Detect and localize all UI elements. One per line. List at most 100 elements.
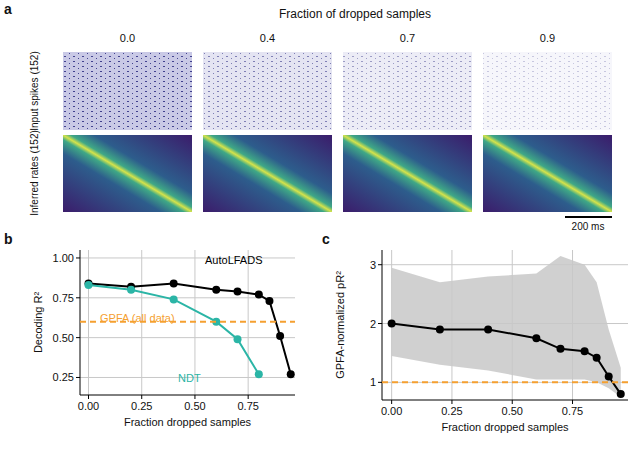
- x-axis: [382, 400, 628, 401]
- point: [85, 281, 93, 289]
- panel-title: Fraction of dropped samples: [279, 7, 431, 21]
- tick-label: 0.50: [53, 332, 74, 344]
- point: [484, 325, 492, 333]
- line: [89, 283, 291, 374]
- point: [255, 370, 263, 378]
- tick: [76, 377, 80, 378]
- point: [556, 345, 564, 353]
- grid-line: [88, 250, 89, 395]
- rates-image: [203, 135, 332, 212]
- band: [392, 256, 621, 397]
- tick: [76, 297, 80, 298]
- tick-label: 0.75: [53, 292, 74, 304]
- tick-label: 1: [370, 376, 376, 388]
- tick: [451, 400, 452, 404]
- column-label: 0.7: [400, 32, 415, 44]
- panel-label: c: [322, 231, 330, 247]
- tick: [391, 400, 392, 404]
- point: [532, 334, 540, 342]
- tick-label: 0.50: [502, 405, 523, 417]
- tick-label: 0.25: [53, 371, 74, 383]
- x-axis: [80, 395, 295, 396]
- tick-label: 0.50: [184, 400, 205, 412]
- point: [593, 354, 601, 362]
- tick: [88, 395, 89, 399]
- point: [581, 347, 589, 355]
- tick-label: 1.00: [53, 252, 74, 264]
- spike-raster-dots: [483, 52, 612, 130]
- series-label: NDT: [178, 372, 201, 384]
- figure: abcFraction of dropped samples0.00.40.70…: [0, 0, 640, 470]
- y-axis-label: Decoding R²: [32, 292, 44, 353]
- rates-image: [483, 135, 612, 212]
- tick-label: 0.75: [562, 405, 583, 417]
- x-axis-label: Fraction dropped samples: [441, 421, 569, 433]
- point: [265, 297, 273, 305]
- line: [382, 381, 628, 383]
- y-axis: [382, 250, 383, 400]
- grid-line: [80, 337, 295, 338]
- tick-label: 0.25: [441, 405, 462, 417]
- spike-raster-dots: [63, 52, 192, 130]
- y-axis-label: GPFA-normalized pR²: [334, 271, 346, 379]
- point: [617, 390, 625, 398]
- grid-line: [382, 264, 628, 265]
- tick: [76, 257, 80, 258]
- point: [276, 332, 284, 340]
- tick: [248, 395, 249, 399]
- row-label: Inferred rates (152): [29, 130, 40, 216]
- point: [170, 295, 178, 303]
- point: [255, 291, 263, 299]
- tick: [512, 400, 513, 404]
- scale-bar: [565, 216, 612, 218]
- panel-label: b: [4, 231, 13, 247]
- tick: [572, 400, 573, 404]
- chart: 0.25 0.50 0.75 1.00 0.00 0.25 0.50 0.75 AutoLFAD…: [32, 250, 295, 428]
- rates-image: [63, 135, 192, 212]
- tick: [378, 264, 382, 265]
- chart: 1 2 3 0.00 0.25 0.50 0.75 Fraction dropped samp…: [334, 250, 628, 433]
- plot-area: [382, 256, 628, 398]
- line: [89, 285, 259, 374]
- column-label: 0.9: [540, 32, 555, 44]
- point: [212, 286, 220, 294]
- scale-bar-label: 200 ms: [572, 221, 605, 232]
- tick-label: 0.00: [381, 405, 402, 417]
- row-label: Input spikes (152): [29, 51, 40, 131]
- spike-raster: [63, 52, 192, 130]
- point: [287, 370, 295, 378]
- point: [234, 287, 242, 295]
- rates-image: [343, 135, 472, 212]
- spike-raster-dots: [203, 52, 332, 130]
- x-axis-label: Fraction dropped samples: [124, 416, 252, 428]
- spike-raster-dots: [343, 52, 472, 130]
- tick: [378, 382, 382, 383]
- line: [392, 324, 621, 395]
- tick: [194, 395, 195, 399]
- plot-area: [80, 279, 295, 378]
- tick-label: 2: [370, 318, 376, 330]
- point: [170, 279, 178, 287]
- point: [605, 372, 613, 380]
- tick: [141, 395, 142, 399]
- column-label: 0.4: [260, 32, 275, 44]
- grid-line: [80, 257, 295, 258]
- grid-line: [382, 382, 628, 383]
- grid-line: [248, 250, 249, 395]
- point: [388, 320, 396, 328]
- point: [127, 286, 135, 294]
- spike-raster: [203, 52, 332, 130]
- spike-raster: [483, 52, 612, 130]
- spike-raster: [343, 52, 472, 130]
- tick-label: 0.75: [237, 400, 258, 412]
- column-label: 0.0: [120, 32, 135, 44]
- tick-label: 0.25: [131, 400, 152, 412]
- point: [234, 335, 242, 343]
- series-label: GPFA (all data): [100, 312, 175, 324]
- point: [436, 325, 444, 333]
- tick: [76, 337, 80, 338]
- tick-label: 0.00: [78, 400, 99, 412]
- tick-label: 3: [370, 259, 376, 271]
- series-label: AutoLFADS: [205, 254, 262, 266]
- tick: [378, 323, 382, 324]
